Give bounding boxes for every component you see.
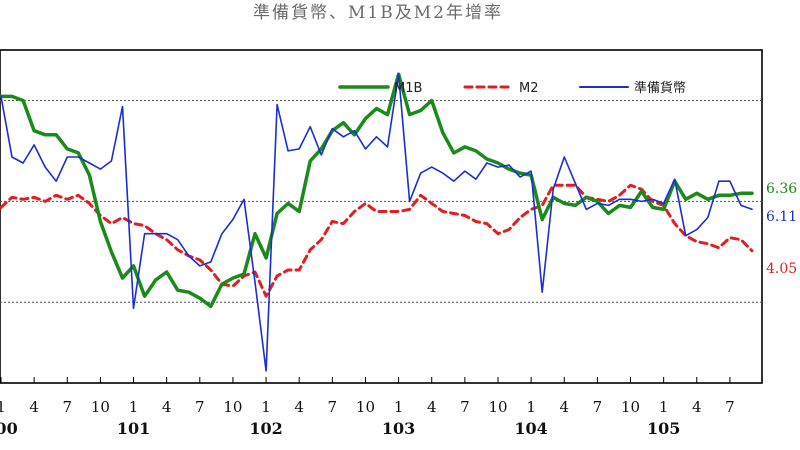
legend-label-0: M1B [394,81,422,96]
chart-title: 準備貨幣、M1B及M2年增率 [253,3,503,23]
legend-label-2: 準備貨幣 [634,80,686,96]
x-tick-label-0: 1 [0,398,6,416]
x-tick-label-7: 10 [223,398,242,416]
x-tick-label-11: 10 [356,398,375,416]
x-year-label-2: 102 [249,419,282,438]
end-label-0: 6.36 [766,181,797,197]
series-lines [0,72,754,372]
series-line-2 [0,73,753,372]
x-tick-label-22: 7 [725,398,735,416]
x-tick-label-2: 7 [62,398,72,416]
series-line-0 [0,72,754,309]
x-tick-label-14: 7 [460,398,470,416]
x-tick-label-9: 4 [294,398,304,416]
plot-frame [0,49,763,384]
x-axis-tick-labels: 1 4 7 10 1 4 7 10 1 4 7 10 1 4 7 10 1 4 7 10 1 4 7 [0,398,735,416]
x-axis-year-labels: 100 101 102 103 104 105 [0,419,680,438]
series-line-1 [0,183,754,298]
x-tick-label-18: 7 [593,398,603,416]
x-tick-label-4: 1 [129,398,139,416]
x-tick-label-16: 1 [526,398,536,416]
x-tick-label-10: 7 [328,398,338,416]
x-tick-label-8: 1 [261,398,271,416]
x-year-label-5: 105 [647,419,680,438]
x-tick-label-19: 10 [621,398,640,416]
x-year-label-0: 100 [0,419,18,438]
x-tick-label-12: 1 [394,398,404,416]
x-tick-label-5: 4 [162,398,172,416]
x-tick-label-6: 7 [195,398,205,416]
gridlines [0,99,762,303]
legend-label-1: M2 [519,81,539,96]
x-tick-label-1: 4 [29,398,39,416]
x-tick-label-21: 4 [692,398,702,416]
end-value-labels: 6.36 6.11 4.05 [766,181,797,277]
x-tick-label-3: 10 [91,398,110,416]
x-axis-ticks [0,377,731,383]
x-tick-label-20: 1 [659,398,669,416]
x-tick-label-13: 4 [427,398,437,416]
end-label-1: 4.05 [766,261,797,277]
x-year-label-3: 103 [382,419,415,438]
x-tick-label-15: 10 [488,398,507,416]
x-year-label-1: 101 [117,419,150,438]
x-year-label-4: 104 [514,419,547,438]
legend: M1B M2 準備貨幣 [338,80,686,96]
x-tick-label-17: 4 [559,398,569,416]
end-label-2: 6.11 [766,209,797,225]
